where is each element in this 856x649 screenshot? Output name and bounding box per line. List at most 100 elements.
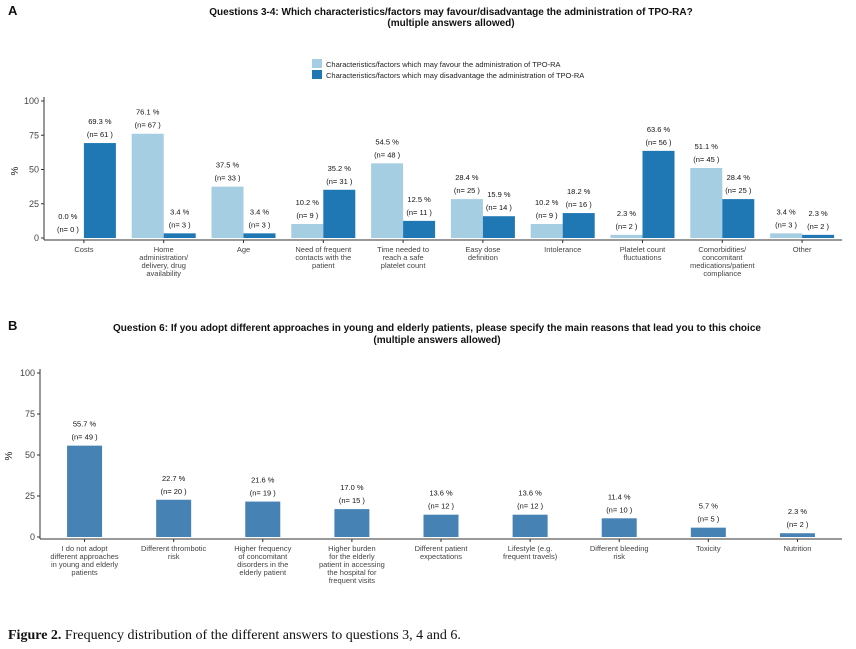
y-tick-label: 75 (25, 409, 35, 419)
bar (211, 186, 244, 238)
data-label-pct: 2.3 % (809, 209, 829, 218)
bar (802, 234, 835, 238)
x-tick-label-line: Need of frequent (295, 245, 352, 254)
x-tick-label: Higher burden for the elderly patient in a… (319, 544, 385, 585)
y-tick-label: 100 (20, 368, 35, 378)
bar (512, 514, 548, 537)
y-tick-label: 50 (25, 450, 35, 460)
x-tick-label-line: Higher burden (328, 544, 376, 553)
x-tick-label-line: Toxicity (696, 544, 721, 553)
data-label-pct: 63.6 % (647, 125, 671, 134)
data-label-pct: 3.4 % (250, 207, 270, 216)
figure-caption: Figure 2. Frequency distribution of the … (8, 628, 461, 644)
data-label-n: (n= 31 ) (326, 177, 353, 186)
figure-caption-text: Frequency distribution of the different … (61, 628, 461, 643)
x-tick-label-line: Different thrombotic (141, 544, 207, 553)
y-tick-label: 0 (30, 532, 35, 542)
x-tick-label-line: Different patient (415, 544, 469, 553)
data-label-n: (n= 56 ) (645, 138, 672, 147)
panel-b-plot: 0 25 50 75 100 I do not adopt different approa… (20, 368, 842, 585)
x-tick-label-line: Easy dose (465, 245, 500, 254)
x-tick-label-line: Platelet count (620, 245, 666, 254)
data-label-n: (n= 9 ) (536, 211, 558, 220)
data-label-n: (n= 25 ) (725, 186, 752, 195)
data-label-pct: 11.4 % (608, 492, 631, 501)
bar (291, 224, 324, 238)
data-label-n: (n= 67 ) (135, 121, 162, 130)
x-tick-label: Different bleeding risk (590, 544, 649, 561)
x-tick-label-line: contacts with the (295, 253, 351, 262)
x-tick-label-line: I do not adopt (62, 544, 109, 553)
legend-label-disadvantage: Characteristics/factors which may disadv… (326, 71, 584, 80)
x-tick-label-line: Higher frequency (234, 544, 291, 553)
data-label-pct: 2.3 % (617, 209, 637, 218)
data-label-pct: 21.6 % (251, 476, 275, 485)
bar (131, 133, 164, 238)
data-label-n: (n= 0 ) (57, 225, 79, 234)
x-tick-label-line: different approaches (50, 552, 118, 561)
data-label-pct: 55.7 % (73, 420, 97, 429)
data-label-n: (n= 12 ) (517, 502, 544, 511)
x-tick-label-line: compliance (703, 269, 741, 278)
data-label-n: (n= 10 ) (606, 505, 633, 514)
data-label-pct: 3.4 % (777, 207, 797, 216)
data-label-n: (n= 48 ) (374, 150, 401, 159)
panel-b-subtitle: (multiple answers allowed) (373, 335, 500, 346)
bar (779, 533, 815, 537)
data-label-pct: 22.7 % (162, 474, 186, 483)
data-label-pct: 37.5 % (216, 161, 240, 170)
bar (450, 199, 483, 238)
bar (323, 189, 356, 238)
x-tick-label-line: of concomitant (238, 552, 288, 561)
data-label-n: (n= 11 ) (406, 208, 432, 217)
y-tick-label: 25 (25, 491, 35, 501)
x-tick-label-line: risk (613, 552, 625, 561)
data-label-pct: 5.7 % (699, 502, 719, 511)
x-tick-label-line: Home (154, 245, 174, 254)
x-tick-label-line: Different bleeding (590, 544, 649, 553)
bar (482, 216, 515, 238)
data-label-n: (n= 9 ) (296, 211, 318, 220)
bar (423, 514, 459, 537)
x-tick-label: Nutrition (783, 544, 811, 553)
data-label-pct: 13.6 % (429, 489, 453, 498)
x-tick-label: Costs (74, 245, 93, 254)
panel-b-ylabel: % (4, 451, 15, 460)
x-tick-label: Home administration/delivery, drug availab… (139, 245, 189, 278)
x-tick-label: Higher frequency of concomitant disorders … (234, 544, 291, 577)
data-label-pct: 10.2 % (296, 198, 320, 207)
bar (163, 233, 196, 238)
x-tick-label: Easy dose definition (465, 245, 500, 262)
bar (770, 233, 803, 238)
legend-label-favour: Characteristics/factors which may favour… (326, 60, 561, 69)
x-tick-label: Intolerance (544, 245, 581, 254)
bar (690, 527, 726, 537)
x-tick-label-line: definition (468, 253, 498, 262)
panel-a-ylabel: % (10, 166, 21, 175)
x-tick-label-line: fluctuations (624, 253, 662, 262)
panel-a-legend: Characteristics/factors which may favour… (312, 59, 584, 80)
data-label-n: (n= 3 ) (249, 220, 271, 229)
data-label-n: (n= 5 ) (697, 515, 719, 524)
data-label-pct: 13.6 % (518, 489, 542, 498)
panel-a-subtitle: (multiple answers allowed) (387, 18, 514, 29)
x-tick-label-line: Lifestyle (e.g. (508, 544, 553, 553)
data-label-pct: 15.9 % (487, 190, 511, 199)
panel-b-title: Question 6: If you adopt different appro… (113, 323, 761, 334)
bar (156, 499, 192, 537)
bar (83, 143, 116, 238)
data-label-n: (n= 16 ) (566, 200, 593, 209)
x-tick-label-line: frequent visits (329, 576, 376, 585)
data-label-n: (n= 12 ) (428, 502, 455, 511)
x-tick-label-line: Other (793, 245, 812, 254)
x-tick-label-line: administration/ (139, 253, 189, 262)
x-tick-label: I do not adopt different approaches in you… (50, 544, 118, 577)
x-tick-label-line: patient (312, 261, 335, 270)
data-label-pct: 51.1 % (695, 142, 719, 151)
x-tick-label: Other (793, 245, 812, 254)
bar (610, 234, 643, 238)
x-tick-label-line: for the elderly (329, 552, 375, 561)
x-tick-label-line: Costs (74, 245, 93, 254)
bar (601, 518, 637, 537)
